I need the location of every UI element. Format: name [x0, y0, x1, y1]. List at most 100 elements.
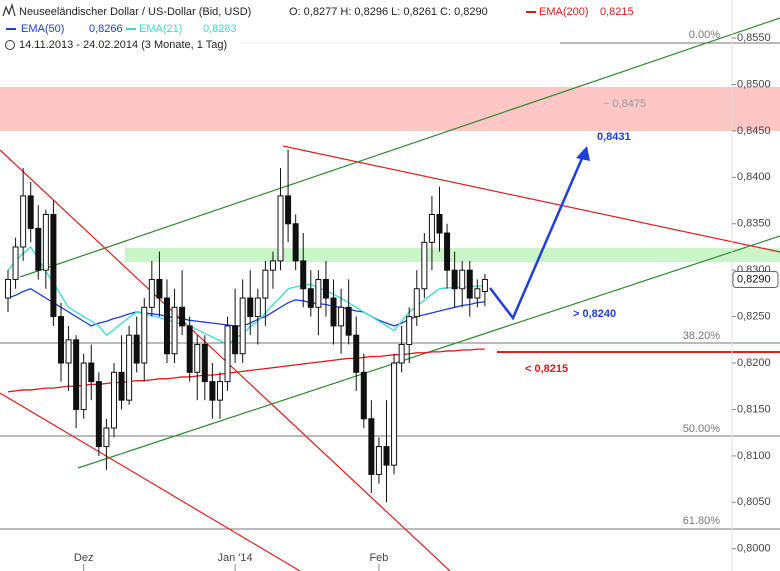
y-tick-label: 0,8050: [737, 496, 771, 508]
legend-label: EMA(21): [139, 23, 182, 35]
candle-body: [179, 306, 186, 327]
support-label: > 0,8240: [573, 308, 616, 320]
header-bg: [0, 0, 560, 54]
candle-body: [73, 339, 80, 410]
trend-channel: [19, 17, 780, 278]
support-zone: [125, 248, 780, 262]
candle-body: [300, 260, 307, 290]
legend-value: 0,8215: [600, 6, 634, 18]
y-tick-label: 0,8150: [737, 403, 771, 415]
trend-line: [0, 392, 301, 571]
y-tick-label: 0,8500: [737, 78, 771, 90]
candle-body: [466, 269, 473, 299]
plot: [5, 149, 488, 503]
candle-body: [20, 195, 27, 248]
candle-body: [216, 381, 223, 401]
candle-body: [368, 418, 375, 475]
ema-line: [7, 245, 485, 346]
candle-body: [239, 297, 246, 355]
candle-body: [133, 334, 140, 364]
ohlc-text: O: 0,8277 H: 0,8296 L: 0,8261 C: 0,8290: [289, 6, 488, 18]
zone-label: ~ 0,8475: [603, 98, 646, 110]
candle-body: [375, 446, 382, 475]
candle-body: [474, 288, 481, 299]
y-tick-label: 0,8200: [737, 357, 771, 369]
candle-body: [391, 362, 398, 466]
x-tick-label: Feb: [369, 552, 388, 564]
candle-body: [171, 306, 178, 355]
candle-body: [65, 339, 72, 364]
candle-body: [5, 278, 11, 299]
candle-body: [50, 213, 57, 318]
fib-label: 38.20%: [683, 330, 721, 342]
resistance-zone: [0, 87, 780, 131]
clock-icon: [5, 40, 15, 50]
forecast-arrow: [489, 155, 585, 321]
fib-label: 61.80%: [683, 515, 721, 527]
trend-line: [282, 145, 780, 253]
candle-body: [398, 343, 405, 364]
ema-line: [7, 348, 485, 393]
y-tick-label: 0,8100: [737, 450, 771, 462]
candle-body: [103, 427, 110, 448]
x-tick-label: Jan '14: [218, 552, 253, 564]
fib-label: 50.00%: [683, 423, 721, 435]
candle-body: [360, 371, 367, 420]
stop-label: < 0,8215: [525, 363, 568, 375]
candle-body: [141, 306, 148, 364]
period: 14.11.2013 - 24.02.2014 (3 Monate, 1 Tag…: [19, 39, 227, 51]
candle-body: [148, 278, 155, 308]
candle-body: [35, 227, 42, 271]
candle-body: [421, 241, 428, 290]
candle-body: [444, 232, 451, 271]
y-tick-label: 0,8350: [737, 218, 771, 230]
candle-body: [224, 325, 231, 383]
candle-body: [338, 306, 345, 327]
candle-body: [110, 371, 117, 429]
candle-body: [12, 246, 19, 280]
candle-body: [156, 278, 163, 299]
candle-body: [315, 278, 322, 308]
last-price-box: [732, 270, 779, 288]
candle-body: [88, 362, 95, 383]
candle-body: [406, 316, 413, 345]
arrow-head: [576, 146, 590, 161]
candle-body: [57, 316, 64, 364]
y-tick-label: 0,8450: [737, 125, 771, 137]
candle-body: [163, 297, 170, 355]
candle-body: [194, 343, 201, 373]
candle-body: [413, 288, 420, 318]
candle-body: [330, 297, 337, 327]
fib-label: 0.00%: [689, 29, 720, 41]
ema-line: [7, 288, 485, 327]
candle-body: [451, 269, 458, 290]
candle-body: [436, 213, 443, 234]
candle-body: [481, 278, 488, 293]
candle-body: [383, 446, 390, 466]
candle-body: [307, 288, 314, 308]
chart-icon: [2, 2, 16, 17]
candle-body: [254, 297, 261, 318]
candle-body: [232, 325, 239, 355]
candle-body: [277, 195, 284, 262]
target-label: 0,8431: [597, 131, 631, 143]
legend-value: 0,8266: [89, 23, 123, 35]
candle-body: [285, 195, 292, 225]
last-price-label: 0,8290: [737, 273, 771, 285]
y-tick-label: 0,8550: [737, 32, 771, 44]
candle-body: [269, 260, 276, 271]
candle-body: [126, 334, 133, 401]
candle-body: [209, 381, 216, 401]
candle-body: [353, 334, 360, 373]
candle-body: [459, 269, 466, 290]
candle-body: [428, 213, 435, 243]
candle-body: [247, 297, 254, 318]
y-tick-label: 0,8000: [737, 543, 771, 555]
legend-value: 0,8283: [203, 23, 237, 35]
x-tick-label: Dez: [74, 552, 94, 564]
candle-body: [292, 223, 299, 262]
candle-body: [186, 325, 193, 373]
candle-body: [95, 381, 102, 448]
legend-label: EMA(50): [21, 23, 64, 35]
